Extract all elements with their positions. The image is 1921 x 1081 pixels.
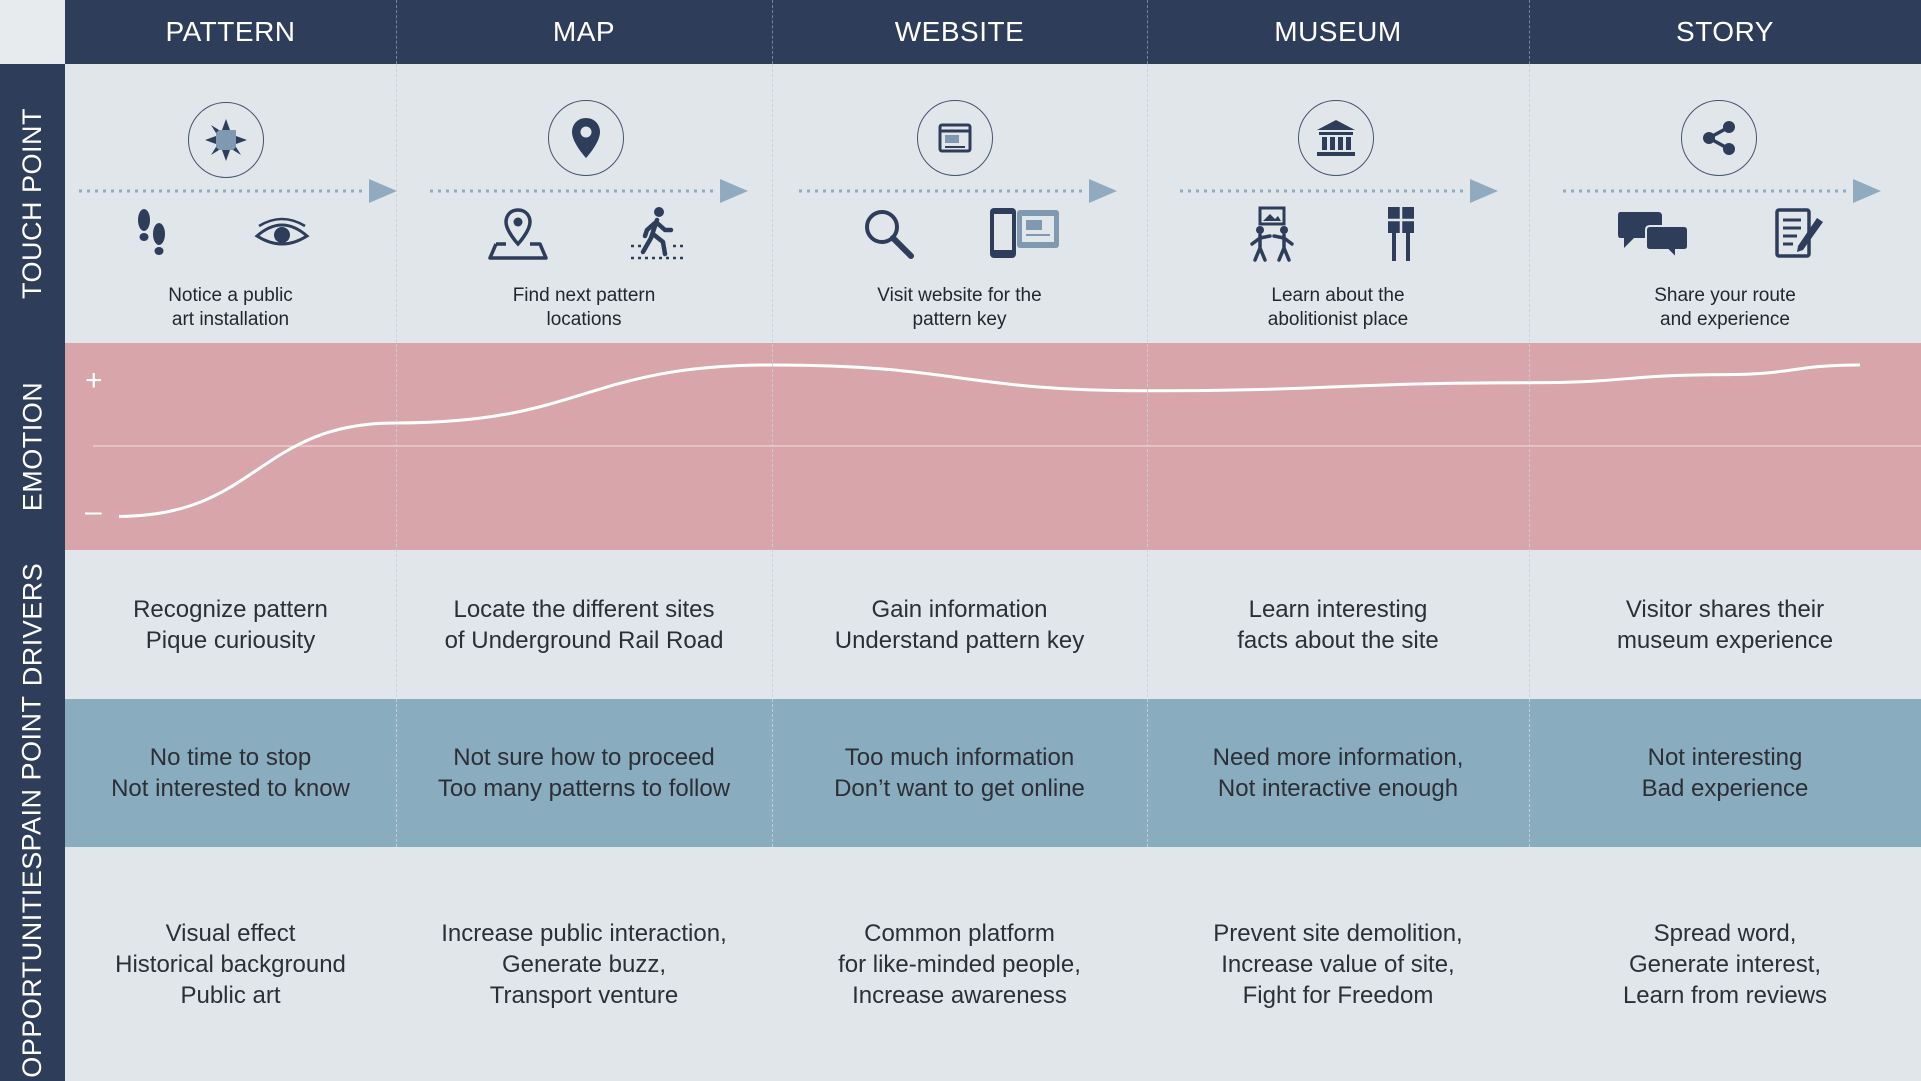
driver-map: Locate the different sites of Undergroun… (444, 595, 724, 654)
header-divider (772, 0, 773, 64)
driver-pattern: Recognize pattern Pique curiousity (133, 595, 328, 654)
emotion-curve-chart (93, 363, 1921, 518)
row-label-drivers: DRIVERS (17, 562, 47, 687)
phone-and-web-icon (979, 204, 1069, 264)
column-header-story: STORY (1676, 16, 1774, 47)
pain-pattern: No time to stop Not interested to know (111, 744, 350, 802)
flow-arrow (799, 179, 1117, 203)
row-label-pain-point: PAIN POINT (17, 694, 47, 852)
flow-arrow (79, 179, 397, 203)
corner-cell (0, 0, 65, 64)
drivers-band: Recognize pattern Pique curiousity Locat… (65, 550, 1921, 699)
write-review-icon (1764, 204, 1834, 264)
column-header-map: MAP (552, 16, 616, 47)
walking-person-icon (622, 204, 692, 264)
column-divider (1529, 64, 1530, 847)
pain-map: Not sure how to proceed Too many pattern… (437, 744, 731, 802)
row-label-touch-point: TOUCH POINT (17, 107, 48, 300)
column-header-museum: MUSEUM (1274, 16, 1402, 47)
pain-museum: Need more information, Not interactive e… (1212, 744, 1464, 802)
column-header-website: WEBSITE (894, 16, 1025, 47)
column-divider (1147, 64, 1148, 847)
signpost-icon (1366, 204, 1436, 264)
emotion-curve (118, 363, 1861, 518)
touch-caption-pattern: Notice a public art installation (168, 285, 293, 330)
touch-caption-museum: Learn about the abolitionist place (1267, 285, 1409, 330)
opportunity-pattern: Visual effect Historical background Publ… (115, 919, 346, 1009)
footprints-icon (117, 204, 187, 264)
touch-caption-map: Find next pattern locations (512, 285, 656, 330)
header-divider (1147, 0, 1148, 64)
header-divider (396, 0, 397, 64)
quilt-star-icon (188, 102, 264, 178)
chat-bubbles-icon (1613, 204, 1693, 264)
magnifier-icon (854, 204, 924, 264)
column-header-pattern: PATTERN (165, 16, 296, 47)
driver-museum: Learn interesting facts about the site (1237, 595, 1439, 654)
opportunity-website: Common platform for like-minded people, … (838, 919, 1081, 1009)
emotion-band: + – (65, 343, 1921, 550)
column-divider (396, 64, 397, 847)
opportunity-map: Increase public interaction, Generate bu… (441, 919, 727, 1009)
row-label-opportunities: OPPORTUNITIES (17, 850, 48, 1078)
driver-website: Gain information Understand pattern key (834, 595, 1085, 654)
stage-header-bar: PATTERN MAP WEBSITE MUSEUM STORY (65, 0, 1921, 64)
flow-arrow (430, 179, 748, 203)
pain-website: Too much information Don’t want to get o… (834, 744, 1085, 802)
opportunities-band: Visual effect Historical background Publ… (65, 847, 1921, 1081)
flow-arrow (1563, 179, 1881, 203)
row-label-sidebar (0, 64, 65, 1081)
touch-caption-website: Visit website for the pattern key (877, 285, 1042, 330)
header-divider (1529, 0, 1530, 64)
browser-window-icon (917, 100, 993, 176)
flow-arrow (1180, 179, 1498, 203)
pain-story: Not interesting Bad experience (1641, 744, 1809, 802)
row-label-emotion: EMOTION (17, 381, 47, 512)
emotion-plus-label: + (85, 364, 103, 397)
museum-building-icon (1298, 100, 1374, 176)
touch-caption-story: Share your route and experience (1654, 285, 1796, 330)
share-icon (1681, 100, 1757, 176)
driver-story: Visitor shares their museum experience (1616, 595, 1834, 654)
emotion-minus-label: – (85, 495, 102, 528)
pain-point-band: No time to stop Not interested to know N… (65, 699, 1921, 847)
map-pin-icon (548, 100, 624, 176)
column-divider (772, 64, 773, 847)
opportunity-museum: Prevent site demolition, Increase value … (1213, 919, 1463, 1009)
opportunity-story: Spread word, Generate interest, Learn fr… (1622, 919, 1828, 1009)
visitors-at-exhibit-icon (1237, 204, 1307, 264)
touch-point-band: Notice a public art installation Find ne… (65, 64, 1921, 343)
location-on-map-icon (483, 204, 553, 264)
eye-icon (247, 204, 317, 264)
